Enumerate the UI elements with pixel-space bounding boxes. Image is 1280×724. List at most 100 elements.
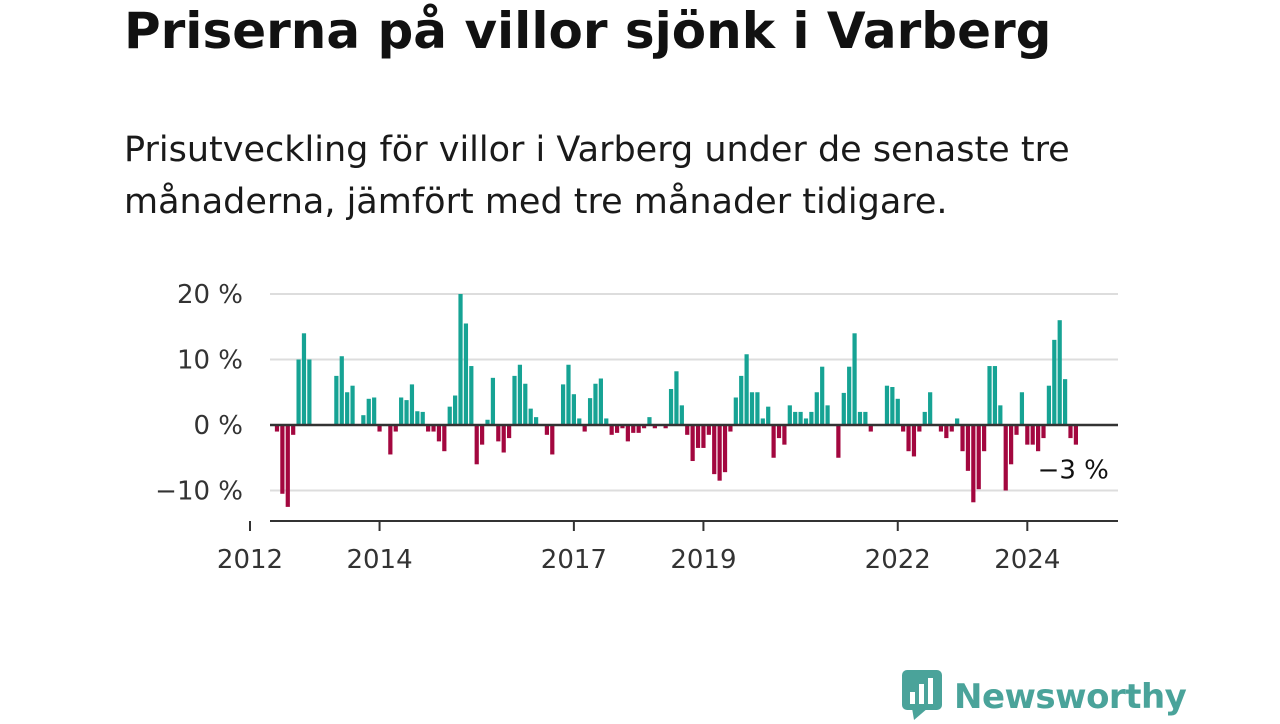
bar [458,294,463,425]
bar [820,366,825,425]
bar [609,425,614,435]
bar [917,425,922,432]
bar [280,425,285,494]
bar [992,366,998,425]
bar [377,425,382,432]
bar [544,425,549,435]
bar [463,323,469,425]
bar [906,425,911,452]
bar [857,411,863,425]
bar [496,425,501,442]
bar [679,405,684,425]
bar [803,418,809,425]
bar [701,425,706,448]
bar [274,425,280,432]
bar-chart: 20 % 10 % 0 % −10 % 2012 2014 2017 2019 2022 2024… [155,280,1118,575]
bar [922,411,927,425]
bar [571,394,576,425]
bar [1068,425,1073,439]
chart-subtitle: Prisutveckling för villor i Varberg unde… [124,130,1070,222]
bar [533,417,539,425]
x-tick-label: 2014 [346,545,412,575]
bar [388,425,393,455]
bar [771,425,776,458]
x-tick-label: 2019 [670,545,736,575]
bars [274,294,1078,507]
bar [1062,379,1068,425]
bar [1009,425,1014,465]
bar [982,425,987,452]
bar [480,425,485,445]
y-tick-label: −10 % [155,477,243,507]
bar [415,411,420,426]
bar [560,384,566,425]
bar [760,418,765,425]
chart-title: Priserna på villor sjönk i Varberg [124,2,1052,60]
bar [582,425,587,432]
bar [453,395,458,425]
bar [620,425,625,429]
y-tick-label: 20 % [177,280,243,310]
bar [593,383,598,426]
bar [431,425,436,432]
bar [685,425,690,435]
bar [598,378,603,425]
bar [366,398,371,425]
bar [523,383,528,426]
bar [1003,425,1008,491]
bar [447,406,452,425]
bar [706,425,711,435]
bar [361,415,366,425]
bar [955,418,960,425]
bar [334,375,339,426]
bar [339,356,344,425]
bar [1041,425,1046,439]
bar [717,425,722,481]
bar [404,400,409,425]
x-tick-label: 2012 [217,545,283,575]
bar [1052,339,1057,425]
bar [604,418,609,425]
bar [296,359,301,425]
bar [301,333,307,425]
bar [847,366,852,425]
bar [409,384,415,425]
bar [836,425,841,458]
bar [766,406,771,425]
y-tick-label: 0 % [193,411,243,441]
bar [1030,425,1035,445]
bar [852,333,857,425]
bar [749,392,755,425]
bar [512,375,517,426]
bar [528,408,533,426]
bar [485,419,490,425]
bar [1014,425,1019,435]
bar [928,392,933,425]
bar [285,425,290,507]
bar [944,425,949,439]
bar [663,425,668,429]
bar [938,425,944,432]
bar [674,371,679,425]
grid-lines [270,293,1118,492]
bar [809,411,814,425]
bar [884,385,890,425]
bar [291,425,296,435]
bar-chart-speech-icon [902,670,942,724]
bar [733,397,738,425]
bar [436,425,442,442]
bar [965,425,971,471]
bar [901,425,906,432]
bar [614,425,620,433]
bar [636,425,641,433]
y-tick-label: 10 % [177,346,243,376]
last-value-label: −3 % [1038,456,1109,486]
bar [641,425,647,429]
axes: 20 % 10 % 0 % −10 % 2012 2014 2017 2019 2022 2024… [155,280,1118,575]
bar [577,418,582,425]
bar [1025,425,1030,445]
bar [469,366,474,425]
bar [739,375,744,426]
bar [350,385,355,425]
bar [668,388,674,425]
